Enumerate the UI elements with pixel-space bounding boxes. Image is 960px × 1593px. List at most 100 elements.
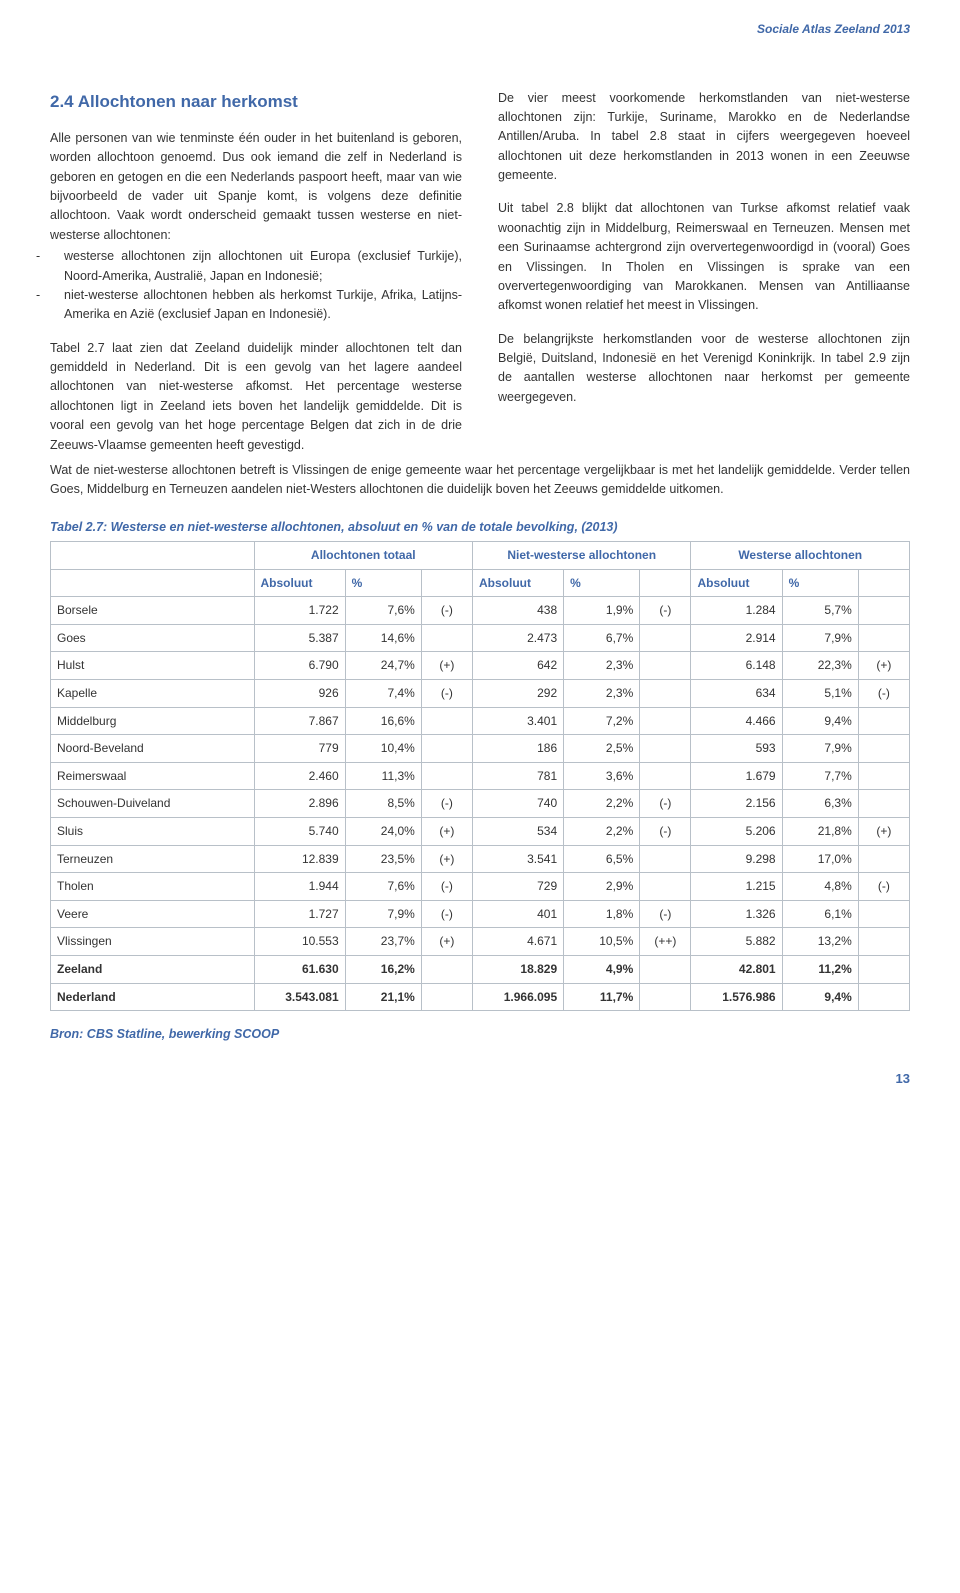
table-cell: 1.284 <box>691 597 782 625</box>
table-cell: 6,7% <box>564 624 640 652</box>
table-cell: 779 <box>254 735 345 763</box>
table-cell: (-) <box>858 873 909 901</box>
table-cell: 9.298 <box>691 845 782 873</box>
table-cell <box>858 900 909 928</box>
table-cell <box>858 955 909 983</box>
table-cell: 23,7% <box>345 928 421 956</box>
table-cell: 10,4% <box>345 735 421 763</box>
table-cell <box>858 624 909 652</box>
table-cell: 1.576.986 <box>691 983 782 1011</box>
paragraph: De belangrijkste herkomstlanden voor de … <box>498 330 910 408</box>
table-cell <box>421 762 472 790</box>
table-cell <box>421 983 472 1011</box>
table-cell: 1,8% <box>564 900 640 928</box>
table-cell <box>640 762 691 790</box>
table-row: Goes5.38714,6%2.4736,7%2.9147,9% <box>51 624 910 652</box>
table-cell: 4,9% <box>564 955 640 983</box>
table-cell: 5.882 <box>691 928 782 956</box>
paragraph: Uit tabel 2.8 blijkt dat allochtonen van… <box>498 199 910 315</box>
table-cell: (-) <box>421 900 472 928</box>
table-header-blank <box>858 569 909 597</box>
table-cell: 1,9% <box>564 597 640 625</box>
table-cell: 2.473 <box>472 624 563 652</box>
table-cell <box>640 845 691 873</box>
section-title: 2.4 Allochtonen naar herkomst <box>50 89 462 115</box>
table-cell <box>421 707 472 735</box>
table-cell: 5,7% <box>782 597 858 625</box>
table-cell: Borsele <box>51 597 255 625</box>
table-cell: 18.829 <box>472 955 563 983</box>
source-line: Bron: CBS Statline, bewerking SCOOP <box>50 1025 910 1044</box>
table-cell: (+) <box>858 652 909 680</box>
table-cell: (-) <box>421 790 472 818</box>
table-cell: 6,3% <box>782 790 858 818</box>
table-cell <box>421 624 472 652</box>
table-cell <box>858 597 909 625</box>
paragraph: Tabel 2.7 laat zien dat Zeeland duidelij… <box>50 339 462 455</box>
table-cell: 23,5% <box>345 845 421 873</box>
table-cell: 3.541 <box>472 845 563 873</box>
table-cell: 7,9% <box>782 624 858 652</box>
body-single-column: Wat de niet-westerse allochtonen betreft… <box>50 461 910 500</box>
table-cell: 186 <box>472 735 563 763</box>
table-cell: 292 <box>472 680 563 708</box>
table-cell: 3,6% <box>564 762 640 790</box>
table-cell <box>421 735 472 763</box>
table-row: Tholen1.9447,6%(-)7292,9%1.2154,8%(-) <box>51 873 910 901</box>
table-cell: 740 <box>472 790 563 818</box>
table-row: Hulst6.79024,7%(+)6422,3%6.14822,3%(+) <box>51 652 910 680</box>
table-cell: 1.679 <box>691 762 782 790</box>
table-cell: 21,1% <box>345 983 421 1011</box>
table-cell: 4.671 <box>472 928 563 956</box>
table-cell: 2.914 <box>691 624 782 652</box>
table-row: Middelburg7.86716,6%3.4017,2%4.4669,4% <box>51 707 910 735</box>
table-cell: (-) <box>640 900 691 928</box>
table-cell: 7.867 <box>254 707 345 735</box>
table-caption: Tabel 2.7: Westerse en niet-westerse all… <box>50 518 910 537</box>
table-cell: (+) <box>421 928 472 956</box>
table-cell: Schouwen-Duiveland <box>51 790 255 818</box>
table-row: Reimerswaal2.46011,3%7813,6%1.6797,7% <box>51 762 910 790</box>
paragraph: Wat de niet-westerse allochtonen betreft… <box>50 461 910 500</box>
table-cell <box>640 735 691 763</box>
table-cell: Vlissingen <box>51 928 255 956</box>
table-cell: 2.156 <box>691 790 782 818</box>
table-cell: 9,4% <box>782 983 858 1011</box>
table-header-row-sub: Absoluut % Absoluut % Absoluut % <box>51 569 910 597</box>
table-cell: (-) <box>640 818 691 846</box>
table-head: Allochtonen totaal Niet-westerse allocht… <box>51 542 910 597</box>
table-cell: Goes <box>51 624 255 652</box>
table-row: Zeeland61.63016,2%18.8294,9%42.80111,2% <box>51 955 910 983</box>
table-cell <box>858 707 909 735</box>
table-cell: 2.896 <box>254 790 345 818</box>
table-cell: (-) <box>640 790 691 818</box>
document-page: Sociale Atlas Zeeland 2013 2.4 Allochton… <box>0 0 960 1119</box>
data-table: Allochtonen totaal Niet-westerse allocht… <box>50 541 910 1011</box>
table-cell: 3.543.081 <box>254 983 345 1011</box>
table-cell: 11,7% <box>564 983 640 1011</box>
table-cell <box>640 873 691 901</box>
table-cell <box>858 735 909 763</box>
table-cell: 4.466 <box>691 707 782 735</box>
table-cell: 4,8% <box>782 873 858 901</box>
table-cell: (+) <box>421 818 472 846</box>
table-cell: (-) <box>858 680 909 708</box>
table-cell: 7,9% <box>782 735 858 763</box>
table-cell: 22,3% <box>782 652 858 680</box>
table-cell: 21,8% <box>782 818 858 846</box>
table-row: Terneuzen12.83923,5%(+)3.5416,5%9.29817,… <box>51 845 910 873</box>
table-cell: 2,2% <box>564 818 640 846</box>
table-cell <box>640 983 691 1011</box>
table-row: Sluis5.74024,0%(+)5342,2%(-)5.20621,8%(+… <box>51 818 910 846</box>
table-cell: 6.148 <box>691 652 782 680</box>
table-cell: 14,6% <box>345 624 421 652</box>
table-cell <box>858 790 909 818</box>
table-cell: 5.740 <box>254 818 345 846</box>
table-cell: 642 <box>472 652 563 680</box>
table-cell: (+) <box>858 818 909 846</box>
table-cell: 7,4% <box>345 680 421 708</box>
table-cell: 3.401 <box>472 707 563 735</box>
table-cell: 1.722 <box>254 597 345 625</box>
list-item: westerse allochtonen zijn allochtonen ui… <box>64 247 462 286</box>
table-cell <box>858 762 909 790</box>
